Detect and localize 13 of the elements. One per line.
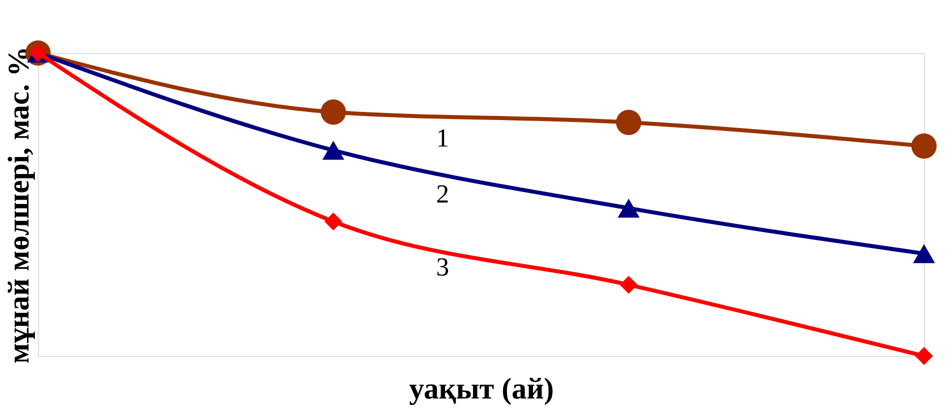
point xyxy=(322,140,344,160)
point xyxy=(320,99,346,125)
point xyxy=(913,244,935,264)
x-axis-title: уақыт (ай) xyxy=(409,372,554,406)
point xyxy=(911,133,937,159)
point xyxy=(616,110,642,136)
series-label: 3 xyxy=(436,252,450,282)
point xyxy=(324,212,342,230)
series-label: 1 xyxy=(436,124,450,153)
series-label: 2 xyxy=(436,179,450,208)
point xyxy=(915,347,933,365)
point xyxy=(618,198,640,218)
point xyxy=(620,276,638,294)
